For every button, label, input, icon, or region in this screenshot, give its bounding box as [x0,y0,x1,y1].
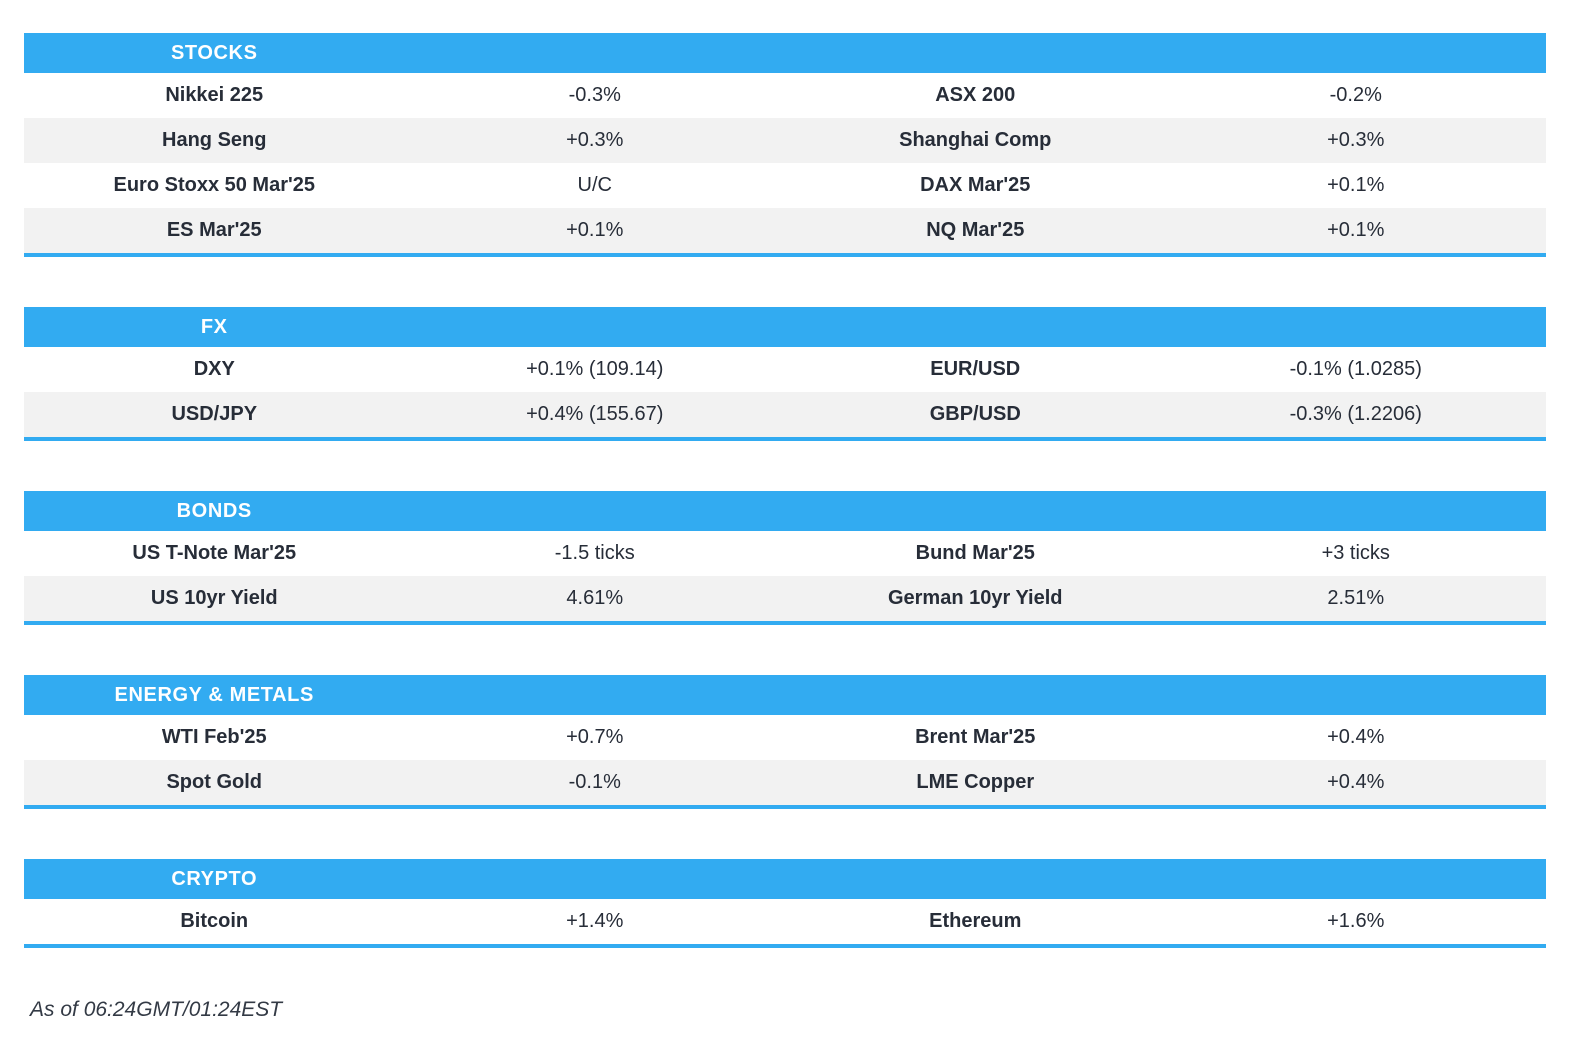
section-header: STOCKS [24,33,1546,73]
section-fx: FX DXY +0.1% (109.14) EUR/USD -0.1% (1.0285)… [24,307,1546,441]
instrument-value: 2.51% [1327,587,1385,609]
instrument-value: -0.3% [568,84,621,106]
section-rows: DXY +0.1% (109.14) EUR/USD -0.1% (1.0285) US… [24,347,1546,437]
section-title: FX [200,315,228,338]
market-summary-page: STOCKS Nikkei 225 -0.3% ASX 200 -0.2% Hang Se… [24,33,1546,1021]
instrument-value: +0.7% [566,726,624,748]
instrument-value: +0.4% (155.67) [526,403,664,425]
instrument-label: Shanghai Comp [899,129,1052,151]
instrument-value: +0.1% (109.14) [526,358,664,380]
instrument-label: DAX Mar'25 [920,174,1031,196]
table-row: DXY +0.1% (109.14) EUR/USD -0.1% (1.0285) [24,347,1546,392]
table-row: US T-Note Mar'25 -1.5 ticks Bund Mar'25 +3 … [24,531,1546,576]
instrument-value: +3 ticks [1321,542,1390,564]
table-row: Spot Gold -0.1% LME Copper +0.4% [24,760,1546,805]
instrument-value: +0.3% [1327,129,1385,151]
section-header: ENERGY & METALS [24,675,1546,715]
section-header: BONDS [24,491,1546,531]
instrument-label: Brent Mar'25 [915,726,1036,748]
instrument-label: Euro Stoxx 50 Mar'25 [113,174,315,196]
market-summary-table: STOCKS Nikkei 225 -0.3% ASX 200 -0.2% Hang Se… [24,33,1546,948]
table-row: US 10yr Yield 4.61% German 10yr Yield 2.51% [24,576,1546,621]
instrument-value: -0.1% (1.0285) [1289,358,1422,380]
instrument-label: German 10yr Yield [887,587,1063,609]
table-row: ES Mar'25 +0.1% NQ Mar'25 +0.1% [24,208,1546,253]
section-title: ENERGY & METALS [114,683,314,706]
instrument-value: +0.4% [1327,771,1385,793]
instrument-value: 4.61% [566,587,624,609]
section-title: STOCKS [170,41,258,64]
section-title: CRYPTO [171,867,258,890]
section-rows: Bitcoin +1.4% Ethereum +1.6% [24,899,1546,944]
section-bonds: BONDS US T-Note Mar'25 -1.5 ticks Bund Mar'… [24,491,1546,625]
instrument-label: Bund Mar'25 [915,542,1035,564]
instrument-label: Hang Seng [162,129,267,151]
section-header: CRYPTO [24,859,1546,899]
section-crypto: CRYPTO Bitcoin +1.4% Ethereum +1.6% [24,859,1546,948]
instrument-value: +0.4% [1327,726,1385,748]
instrument-label: Ethereum [929,910,1022,932]
instrument-label: Bitcoin [180,910,249,932]
instrument-label: LME Copper [916,771,1035,793]
instrument-value: +0.3% [566,129,624,151]
instrument-label: WTI Feb'25 [161,726,267,748]
section-title: BONDS [176,499,252,522]
instrument-label: DXY [193,358,235,380]
table-row: Nikkei 225 -0.3% ASX 200 -0.2% [24,73,1546,118]
section-energy-metals: ENERGY & METALS WTI Feb'25 +0.7% Brent Mar'… [24,675,1546,809]
instrument-label: USD/JPY [171,403,258,425]
instrument-value: +0.1% [1327,174,1385,196]
section-rows: Nikkei 225 -0.3% ASX 200 -0.2% Hang Seng +0.3… [24,73,1546,253]
section-stocks: STOCKS Nikkei 225 -0.3% ASX 200 -0.2% Hang Se… [24,33,1546,257]
instrument-value: +0.1% [566,219,624,241]
timestamp: As of 06:24GMT/01:24EST [30,998,283,1021]
table-row: Hang Seng +0.3% Shanghai Comp +0.3% [24,118,1546,163]
table-row: Bitcoin +1.4% Ethereum +1.6% [24,899,1546,944]
table-row: WTI Feb'25 +0.7% Brent Mar'25 +0.4% [24,715,1546,760]
table-row: USD/JPY +0.4% (155.67) GBP/USD -0.3% (1.220… [24,392,1546,437]
table-row: Euro Stoxx 50 Mar'25 U/C DAX Mar'25 +0.1% [24,163,1546,208]
section-header: FX [24,307,1546,347]
instrument-label: Spot Gold [166,771,263,793]
instrument-label: GBP/USD [929,403,1021,425]
instrument-label: NQ Mar'25 [926,219,1025,241]
instrument-label: EUR/USD [930,358,1021,380]
instrument-label: ASX 200 [935,84,1016,106]
instrument-label: US T-Note Mar'25 [132,542,297,564]
instrument-value: -0.2% [1329,84,1382,106]
section-rows: WTI Feb'25 +0.7% Brent Mar'25 +0.4% Spot Gol… [24,715,1546,805]
instrument-label: ES Mar'25 [166,219,262,241]
instrument-value: +1.4% [566,910,624,932]
section-rows: US T-Note Mar'25 -1.5 ticks Bund Mar'25 +3 … [24,531,1546,621]
instrument-value: U/C [577,174,612,196]
instrument-label: Nikkei 225 [165,84,264,106]
instrument-value: -0.3% (1.2206) [1289,403,1422,425]
instrument-value: -1.5 ticks [554,542,635,564]
instrument-value: -0.1% [568,771,621,793]
instrument-value: +1.6% [1327,910,1385,932]
instrument-label: US 10yr Yield [150,587,278,609]
instrument-value: +0.1% [1327,219,1385,241]
